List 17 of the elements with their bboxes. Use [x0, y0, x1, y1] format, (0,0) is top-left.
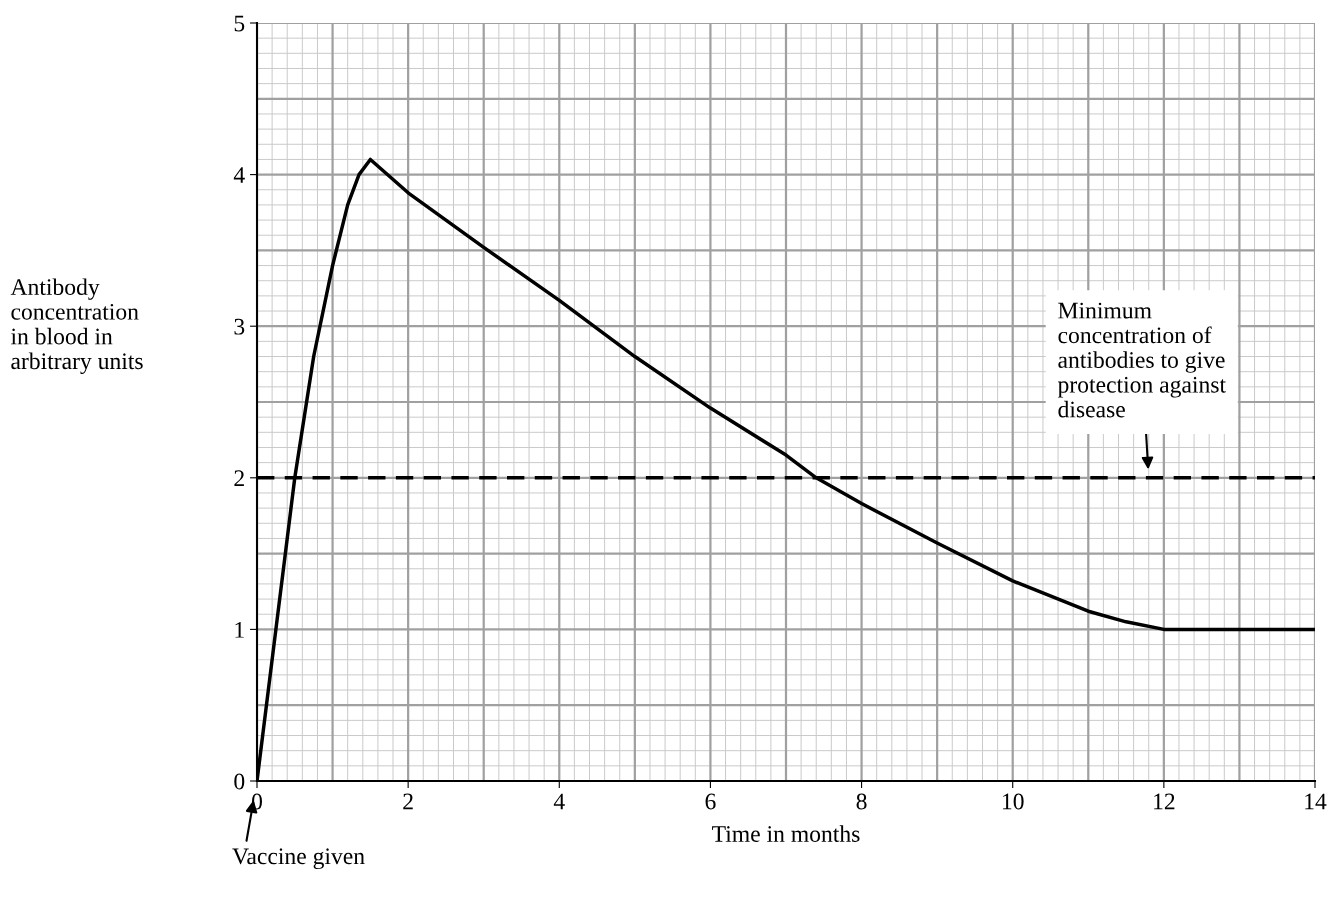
- x-tick-label: 8: [856, 793, 867, 810]
- x-tick-label: 2: [403, 793, 413, 810]
- annotation: Vaccine given: [232, 848, 365, 870]
- x-tick-label: 6: [705, 793, 716, 810]
- y-tick-label: 2: [234, 470, 244, 486]
- y-tick-label: 1: [235, 622, 244, 638]
- y-tick-label: 3: [234, 318, 245, 335]
- x-tick-label: 12: [1154, 793, 1175, 810]
- y-axis-title: Antibody concentration in blood in arbitrary units: [10, 278, 143, 375]
- annotation: Minimum concentration of antibodies to give protection against disease: [1057, 302, 1226, 418]
- x-axis-title: Time in months: [712, 825, 860, 842]
- y-tick-label: 4: [233, 167, 245, 183]
- x-tick-label: 14: [1305, 793, 1327, 810]
- x-tick-label: 4: [553, 793, 565, 810]
- y-tick-label: 0: [234, 773, 245, 790]
- x-tick-label: 10: [1002, 793, 1024, 810]
- y-tick-label: 5: [234, 15, 245, 32]
